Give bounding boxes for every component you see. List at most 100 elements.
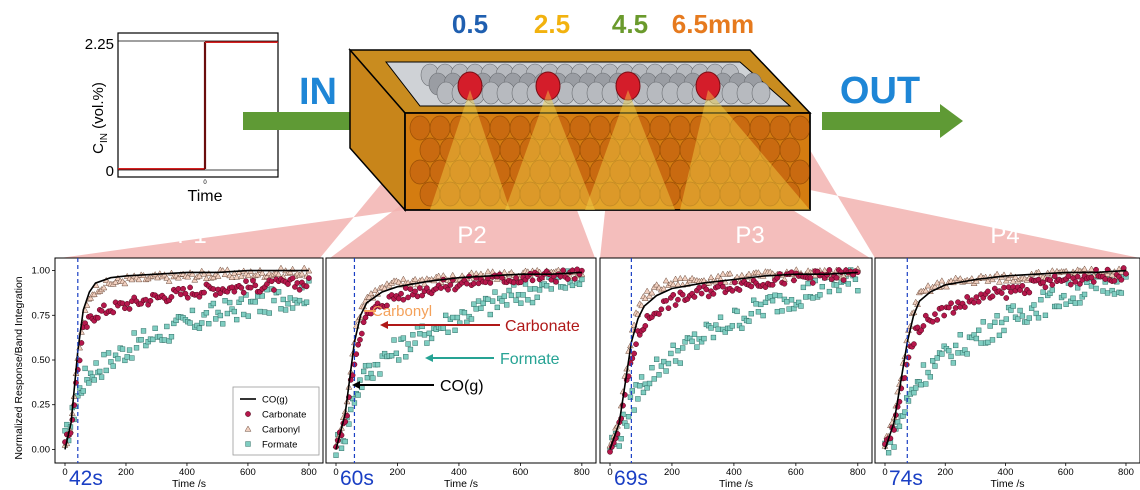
carbonyl-point <box>672 275 679 282</box>
carbonate-point <box>607 448 613 455</box>
x-tick-label: 800 <box>301 467 317 478</box>
carbonate-point <box>934 317 941 323</box>
formate-point <box>548 286 554 292</box>
bead <box>769 115 791 141</box>
arrow-head-icon <box>425 354 433 362</box>
carbonate-point <box>289 275 296 282</box>
carbonate-point <box>238 284 245 291</box>
formate-point <box>656 372 662 378</box>
formate-point <box>452 327 458 333</box>
formate-point <box>946 347 952 354</box>
legend-circle-icon <box>245 411 251 417</box>
formate-point <box>101 351 107 358</box>
carbonyl-point <box>933 279 941 286</box>
formate-point <box>852 276 859 282</box>
formate-point <box>939 351 945 357</box>
carbonyl-point <box>165 277 173 284</box>
carbonyl-point <box>367 290 375 297</box>
formate-point <box>480 300 486 306</box>
formate-point <box>640 389 647 396</box>
formate-point <box>364 375 370 381</box>
carbonyl-point <box>714 272 722 279</box>
x-tick-label: 800 <box>574 467 590 478</box>
carbonate-point <box>833 274 840 281</box>
formate-point <box>955 350 961 356</box>
carbonate-point <box>705 293 712 300</box>
panel-labels: P1 P2 P3 P4 <box>177 222 1019 249</box>
formate-point <box>717 314 724 320</box>
carbonate-point <box>84 324 90 330</box>
front-beads <box>409 115 811 207</box>
reactor-bed: 0.5 2.5 4.5 6.5mm <box>348 9 812 212</box>
carbonate-point <box>696 284 703 291</box>
x-tick-label: 400 <box>179 467 195 478</box>
x-tick-label: 0 <box>607 467 612 478</box>
formate-point <box>220 321 226 327</box>
formate-point <box>1040 289 1046 295</box>
pellet <box>751 81 771 105</box>
formate-point <box>445 329 451 336</box>
carbonyl-point <box>154 274 161 281</box>
formate-point <box>252 299 258 305</box>
annotation-label: Carbonyl <box>372 303 432 320</box>
formate-point <box>532 286 538 292</box>
carbonyl-point <box>648 289 656 296</box>
bead <box>669 115 691 141</box>
carbonyl-point <box>87 294 95 301</box>
carbonyl-point <box>233 273 241 280</box>
formate-point <box>739 325 745 331</box>
formate-point <box>1111 291 1118 297</box>
carbonate-point <box>731 279 738 286</box>
formate-point <box>489 298 496 304</box>
x-tick-label: 200 <box>937 467 953 478</box>
delay-label: 74s <box>889 467 923 490</box>
formate-point <box>80 388 86 394</box>
formate-point <box>119 346 126 352</box>
carbonyl-point <box>811 272 819 279</box>
carbonyl-point <box>135 276 143 283</box>
formate-point <box>562 285 569 291</box>
bead <box>789 115 811 141</box>
formate-point <box>625 414 632 420</box>
formate-point <box>285 301 291 307</box>
formate-point <box>105 350 112 356</box>
formate-point <box>124 354 130 360</box>
formate-point <box>996 332 1003 338</box>
kinetic-charts: 0.00 0.25 0.50 0.75 1.00 0 200 400 600 800 Time /s… <box>32 257 1140 490</box>
carbonate-point <box>1008 289 1014 295</box>
formate-point <box>499 298 505 304</box>
x-tick-label: 400 <box>451 467 467 478</box>
probe-pellet <box>535 71 561 101</box>
formate-point <box>668 350 674 357</box>
chart-p3: 0 200 400 600 800 Time /s 69s <box>599 257 873 490</box>
inlet-xtick: 0 <box>203 180 207 186</box>
carbonate-point <box>357 336 363 343</box>
formate-point <box>213 316 219 322</box>
formate-point <box>675 348 681 354</box>
carbonyl-point <box>662 277 670 284</box>
formate-point <box>772 292 778 298</box>
carbonate-point <box>553 278 559 285</box>
carbonate-point <box>560 267 566 274</box>
carbonate-point <box>973 294 980 300</box>
carbonate-point <box>665 305 672 312</box>
carbonate-point <box>971 299 977 306</box>
formate-point <box>746 318 752 324</box>
formate-point <box>769 298 776 304</box>
carbonyl-point <box>221 270 229 278</box>
legend-triangle-icon <box>244 425 252 432</box>
formate-point <box>1061 292 1067 299</box>
carbonate-point <box>720 283 726 290</box>
formate-point <box>1056 303 1062 310</box>
formate-point <box>303 299 310 305</box>
formate-point <box>755 309 762 315</box>
carbonyl-point <box>1108 271 1116 278</box>
probe-pellet <box>695 71 721 101</box>
carbonate-point <box>142 296 149 303</box>
formate-point <box>475 298 482 304</box>
delay-label: 69s <box>614 467 648 490</box>
panel-label: P2 <box>457 222 486 249</box>
formate-point <box>1049 287 1055 293</box>
formate-point <box>618 436 624 442</box>
carbonyl-point <box>200 270 208 277</box>
